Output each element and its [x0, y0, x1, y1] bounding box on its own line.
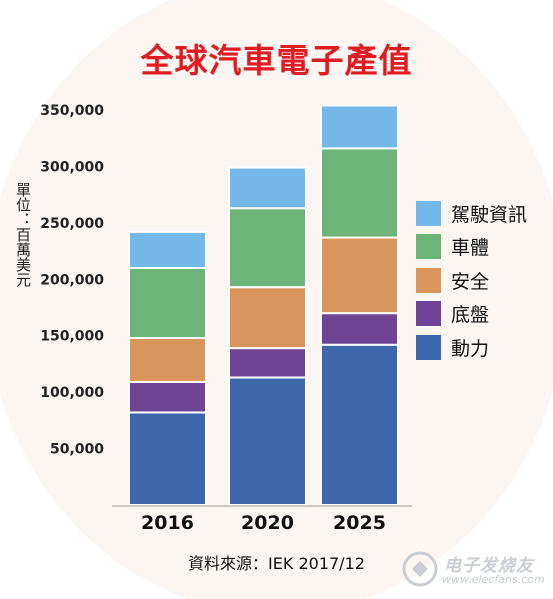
legend-item-safety: 安全	[416, 267, 551, 293]
legend-item-driver-info: 駕駛資訊	[416, 200, 551, 226]
x-tick-label: 2025	[333, 512, 386, 534]
x-tick-label: 2016	[141, 512, 194, 534]
bar-segment-2016-動力	[128, 411, 207, 507]
legend-label-safety: 安全	[451, 270, 490, 293]
bar-segment-2025-底盤	[320, 312, 399, 346]
y-tick-label: 50,000	[50, 442, 104, 458]
bar-segment-2016-駕駛資訊	[128, 230, 207, 269]
legend-label-body: 車體	[451, 237, 490, 259]
bar-segment-2016-車體	[128, 267, 207, 339]
legend-swatch-chassis	[416, 301, 441, 326]
watermark-logo: 电子发烧友 www.elecfans.com	[398, 549, 548, 593]
bar-segment-2025-駕駛資訊	[320, 104, 399, 150]
legend-item-powertrain: 動力	[416, 334, 551, 360]
chart-title: 全球汽車電子產值	[140, 41, 413, 80]
legend-item-chassis: 底盤	[416, 301, 551, 327]
legend-item-body: 車體	[416, 234, 551, 260]
legend-swatch-powertrain	[416, 334, 441, 360]
x-tick-label: 2020	[241, 512, 294, 534]
x-axis-baseline	[112, 505, 412, 507]
bar-segment-2016-底盤	[128, 380, 207, 414]
legend-label-chassis: 底盤	[451, 304, 490, 326]
legend-label-driver-info: 駕駛資訊	[451, 203, 528, 226]
legend-swatch-body	[416, 234, 441, 259]
legend: 駕駛資訊 車體 安全 底盤 動力	[416, 200, 551, 368]
bar-segment-2020-動力	[228, 376, 307, 507]
legend-label-powertrain: 動力	[451, 337, 490, 360]
legend-swatch-driver-info	[416, 200, 441, 226]
bar-segment-2025-車體	[320, 147, 399, 239]
y-tick-label: 100,000	[40, 385, 104, 401]
watermark-icon	[402, 551, 438, 587]
bar-segment-2025-動力	[320, 343, 399, 506]
y-tick-label: 150,000	[40, 329, 104, 345]
bar-segment-2020-駕駛資訊	[228, 166, 307, 210]
legend-swatch-safety	[416, 267, 441, 293]
y-tick-label: 200,000	[40, 272, 104, 288]
bar-segment-2020-安全	[228, 286, 307, 350]
y-tick-label: 350,000	[40, 103, 104, 119]
y-axis-label: 單位：百萬美元	[14, 182, 32, 287]
bar-segment-2020-車體	[228, 207, 307, 289]
watermark-url: www.elecfans.com	[442, 573, 545, 586]
bar-segment-2025-安全	[320, 236, 399, 315]
y-tick-label: 250,000	[40, 216, 104, 232]
bar-segment-2016-安全	[128, 336, 207, 383]
bar-segment-2020-底盤	[228, 347, 307, 379]
source-note: 資料來源：IEK 2017/12	[188, 554, 365, 573]
y-tick-label: 300,000	[40, 159, 104, 175]
watermark-brand: 电子发烧友	[444, 556, 534, 576]
